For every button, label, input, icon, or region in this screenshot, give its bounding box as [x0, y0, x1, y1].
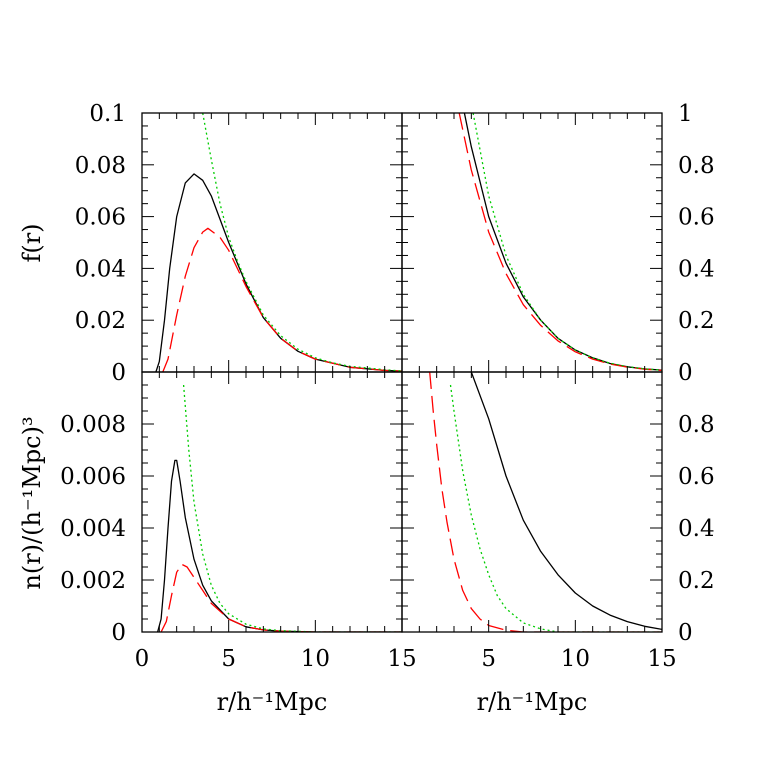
x-tick-label-bottom-right: 10 — [561, 646, 590, 672]
panel-frame-top-right — [401, 112, 663, 373]
series-line-top-right-1 — [458, 113, 662, 372]
series-line-bottom-left-1 — [160, 563, 402, 632]
y-tick-label-bottom-right: 0.2 — [678, 568, 715, 594]
y-tick-label-bottom-left: 0 — [111, 620, 126, 646]
y-tick-label-bottom-right: 0 — [678, 620, 693, 646]
series-line-bottom-right-1 — [429, 372, 662, 632]
panel-bottom-right: 0 0.2 0.4 0.6 0.8 5 10 15 — [401, 371, 715, 672]
y-tick-label-top-left: 0.08 — [75, 153, 126, 179]
ylabel-top-left: f(r) — [18, 223, 46, 262]
y-tick-label-bottom-right: 0.8 — [678, 412, 715, 438]
y-tick-label-bottom-left: 0.004 — [60, 516, 126, 542]
y-tick-label-top-right: 0.6 — [678, 205, 715, 231]
y-tick-label-top-right: 0.8 — [678, 153, 715, 179]
series-line-bottom-left-2 — [182, 384, 402, 632]
y-tick-label-top-left: 0.06 — [75, 205, 126, 231]
series-line-bottom-right-2 — [449, 384, 662, 632]
panel-top-left: 0 0.02 0.04 0.06 0.08 0.1 — [75, 101, 403, 386]
panel-frame-top-left — [141, 112, 403, 373]
series-line-top-left-0 — [155, 173, 402, 372]
y-tick-label-top-right: 1 — [678, 101, 693, 127]
y-tick-label-top-left: 0.04 — [75, 256, 126, 282]
xlabel-bottom-left: r/h⁻¹Mpc — [217, 688, 328, 716]
series-line-top-left-1 — [162, 227, 402, 372]
series-line-top-right-2 — [472, 113, 662, 371]
series-line-top-right-0 — [463, 113, 662, 371]
x-tick-label-bottom-left: 10 — [301, 646, 330, 672]
y-tick-label-bottom-right: 0.4 — [678, 516, 715, 542]
x-tick-label-bottom-left: 15 — [387, 646, 416, 672]
series-line-bottom-left-0 — [156, 459, 402, 632]
y-tick-label-top-right: 0 — [678, 360, 693, 386]
y-tick-label-bottom-left: 0.008 — [60, 412, 126, 438]
y-tick-label-bottom-left: 0.006 — [60, 464, 126, 490]
panel-top-right: 0 0.2 0.4 0.6 0.8 1 — [401, 101, 715, 386]
y-tick-label-top-right: 0.4 — [678, 256, 715, 282]
y-tick-label-bottom-left: 0.002 — [60, 568, 126, 594]
y-tick-label-top-left: 0.1 — [89, 101, 126, 127]
ylabel-bottom-left: n(r)/(h⁻¹Mpc)³ — [18, 416, 46, 589]
xlabel-bottom-right: r/h⁻¹Mpc — [477, 688, 588, 716]
panel-frame-bottom-right — [401, 371, 663, 633]
y-tick-label-top-left: 0.02 — [75, 308, 126, 334]
x-tick-label-bottom-right: 5 — [481, 646, 496, 672]
y-tick-label-bottom-right: 0.6 — [678, 464, 715, 490]
x-tick-label-bottom-right: 15 — [647, 646, 676, 672]
series-line-top-left-2 — [202, 113, 402, 372]
x-tick-label-bottom-left: 0 — [135, 646, 150, 672]
y-tick-label-top-right: 0.2 — [678, 308, 715, 334]
series-line-bottom-right-0 — [470, 372, 662, 631]
panel-bottom-left: 0 0.002 0.004 0.006 0.008 0 5 10 15 — [60, 371, 417, 672]
panel-frame-bottom-left — [141, 371, 403, 633]
x-tick-label-bottom-left: 5 — [221, 646, 236, 672]
y-tick-label-top-left: 0 — [111, 360, 126, 386]
